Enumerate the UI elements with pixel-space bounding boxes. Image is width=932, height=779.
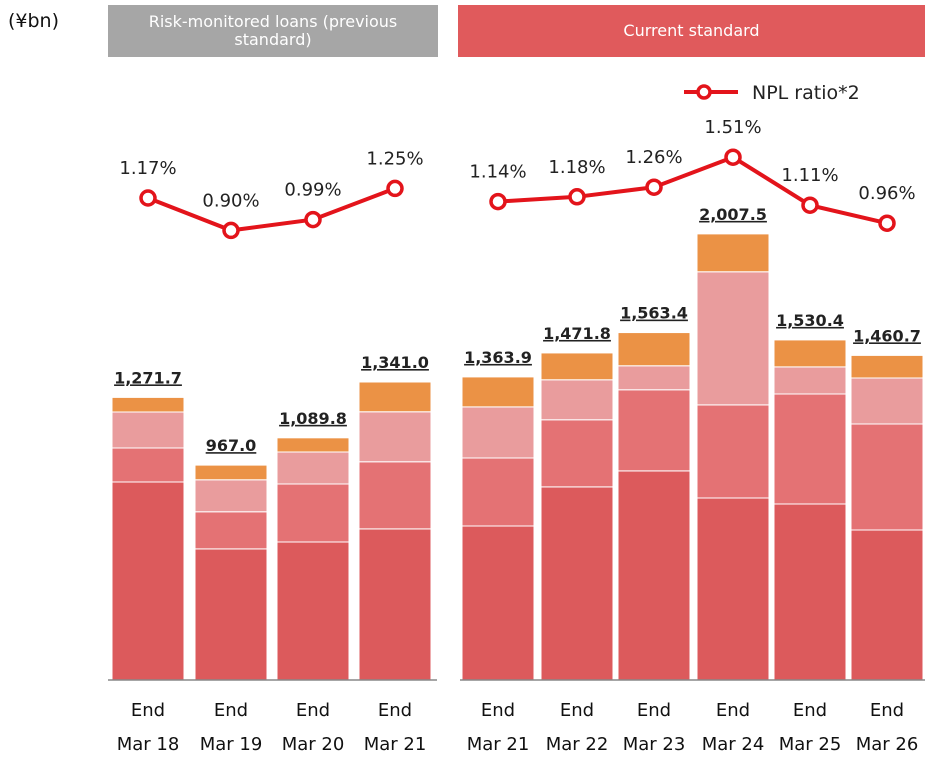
- total-label: 1,363.9: [464, 348, 532, 367]
- ratio-marker: [222, 221, 240, 240]
- bar-segment: [194, 479, 268, 513]
- x-tick-label: End Mar 24: [701, 700, 765, 755]
- bar-segment: [773, 393, 847, 505]
- total-label: 1,271.7: [114, 368, 182, 387]
- bar-segment: [276, 451, 350, 485]
- x-tick-label: End Mar 25: [778, 700, 842, 755]
- total-label: 1,460.7: [853, 326, 921, 345]
- bar-segment: [773, 366, 847, 395]
- total-label: 1,089.8: [279, 409, 347, 428]
- group-header: Risk-monitored loans (previous standard): [108, 5, 438, 57]
- bar-segment: [461, 525, 535, 681]
- bar-segment: [617, 470, 691, 681]
- bar-segment: [850, 423, 924, 531]
- ratio-marker: [878, 214, 896, 232]
- bar-segment: [276, 437, 350, 453]
- total-label: 1,341.0: [361, 353, 429, 372]
- bar-segment: [540, 379, 614, 421]
- ratio-label: 1.26%: [625, 147, 682, 168]
- bar-segment: [850, 377, 924, 425]
- x-tick-label: End Mar 21: [466, 700, 530, 755]
- ratio-label: 1.25%: [366, 148, 423, 169]
- bar-segment: [461, 406, 535, 459]
- total-label: 1,563.4: [620, 304, 688, 323]
- ratio-marker: [489, 192, 507, 211]
- bar-segment: [696, 233, 770, 273]
- bar-segment: [194, 548, 268, 681]
- bar-segment: [850, 354, 924, 379]
- bar-segment: [617, 389, 691, 472]
- bar-segment: [540, 352, 614, 381]
- group-header: Current standard: [458, 5, 925, 57]
- ratio-marker: [304, 210, 322, 229]
- x-tick-label: End Mar 20: [281, 700, 345, 755]
- bar-segment: [194, 511, 268, 550]
- ratio-label: 1.11%: [781, 165, 838, 186]
- legend-marker: [696, 84, 712, 100]
- ratio-marker: [568, 188, 586, 206]
- ratio-label: 1.17%: [119, 158, 176, 179]
- bar-segment: [276, 483, 350, 543]
- bar-segment: [111, 481, 185, 681]
- bar-segment: [540, 486, 614, 681]
- bar-segment: [696, 271, 770, 406]
- total-label: 1,530.4: [776, 311, 844, 330]
- total-label: 2,007.5: [699, 205, 767, 224]
- ratio-label: 0.96%: [858, 183, 915, 204]
- ratio-line: [147, 186, 396, 233]
- ratio-label: 1.18%: [548, 157, 605, 178]
- unit-label: (¥bn): [8, 10, 60, 32]
- bar-segment: [696, 404, 770, 499]
- total-label: 1,471.8: [543, 324, 611, 343]
- ratio-marker: [801, 196, 819, 214]
- bar-segment: [358, 381, 432, 413]
- bar-segment: [276, 541, 350, 681]
- bar-segment: [111, 396, 185, 413]
- bar-segment: [696, 497, 770, 681]
- bar-segment: [773, 503, 847, 681]
- bar-segment: [358, 411, 432, 463]
- bar-segment: [617, 332, 691, 367]
- bar-segment: [358, 528, 432, 681]
- x-tick-label: End Mar 21: [363, 700, 427, 755]
- bar-segment: [540, 419, 614, 488]
- x-tick-label: End Mar 22: [545, 700, 609, 755]
- bar-segment: [850, 529, 924, 681]
- ratio-line: [497, 154, 888, 226]
- ratio-label: 0.99%: [284, 180, 341, 201]
- ratio-label: 0.90%: [202, 190, 259, 211]
- bar-segment: [617, 365, 691, 391]
- bar-segment: [111, 411, 185, 449]
- bar-segment: [111, 447, 185, 483]
- ratio-marker: [645, 178, 663, 196]
- bar-segment: [773, 339, 847, 368]
- ratio-marker: [139, 189, 157, 207]
- x-tick-label: End Mar 23: [622, 700, 686, 755]
- bar-segment: [461, 457, 535, 527]
- legend-label: NPL ratio*2: [752, 82, 860, 104]
- ratio-marker: [724, 148, 742, 166]
- ratio-label: 1.51%: [704, 117, 761, 138]
- bar-segment: [358, 461, 432, 530]
- bar-segment: [461, 376, 535, 408]
- total-label: 967.0: [206, 436, 257, 455]
- x-tick-label: End Mar 18: [116, 700, 180, 755]
- bar-segment: [194, 464, 268, 481]
- ratio-marker: [386, 179, 404, 198]
- ratio-label: 1.14%: [469, 162, 526, 183]
- x-tick-label: End Mar 26: [855, 700, 919, 755]
- x-tick-label: End Mar 19: [199, 700, 263, 755]
